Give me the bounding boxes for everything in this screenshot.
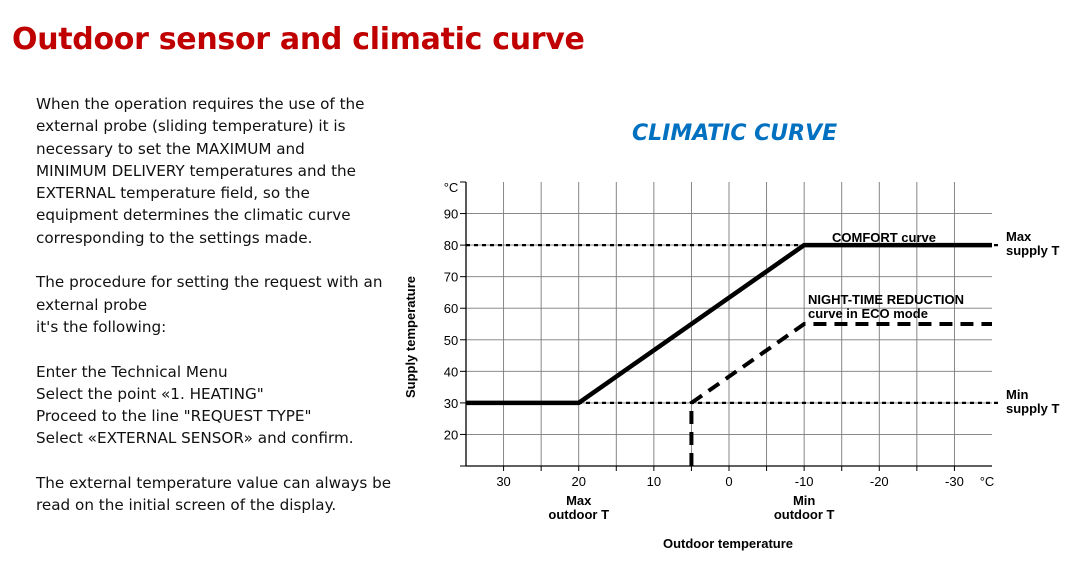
text-line: external probe (sliding temperature) it … [36,117,346,136]
text-line: equipment determines the climatic curve [36,206,351,225]
x-tick-label: 20 [571,474,585,489]
text-line: external probe [36,295,148,314]
text-line: Select «EXTERNAL SENSOR» and confirm. [36,429,354,448]
text-line: corresponding to the settings made. [36,228,313,247]
text-line: Enter the Technical Menu [36,362,228,381]
y-tick-label: 40 [444,364,458,379]
text-line: When the operation requires the use of t… [36,95,365,113]
paragraph-procedure: The procedure for setting the request wi… [36,271,406,338]
y-axis-title: Supply temperature [403,276,418,398]
x-tick-label: 10 [647,474,661,489]
eco-curve-label: NIGHT-TIME REDUCTION [808,292,964,307]
text-line: The procedure for setting the request wi… [36,273,383,292]
y-tick-label: 20 [444,427,458,442]
reference-label: Min [1006,387,1028,402]
x-axis-title: Outdoor temperature [663,536,793,551]
x-tick-label: -10 [795,474,814,489]
chart-title: CLIMATIC CURVE [632,121,838,146]
y-tick-label: 30 [444,396,458,411]
text-line: The external temperature value can alway… [36,474,392,493]
eco-curve-label: curve in ECO mode [808,306,928,321]
x-tick-sublabel: outdoor T [548,507,609,522]
x-tick-label: -30 [945,474,964,489]
text-line: read on the initial screen of the displa… [36,496,337,515]
y-tick-label: 90 [444,207,458,222]
y-tick-label: 70 [444,270,458,285]
paragraph-intro: When the operation requires the use of t… [36,93,406,249]
reference-label: Max [1006,229,1032,244]
slide-title: Outdoor sensor and climatic curve [12,22,585,57]
text-line: Proceed to the line "REQUEST TYPE" [36,407,312,426]
instructions-text: When the operation requires the use of t… [36,93,406,539]
text-line: it's the following: [36,317,167,336]
paragraph-display-note: The external temperature value can alway… [36,472,406,517]
comfort-curve-line [466,242,992,406]
reference-label: supply T [1006,243,1060,258]
text-line: necessary to set the MAXIMUM and [36,139,305,158]
text-line: Select the point «1. HEATING" [36,384,264,403]
x-tick-sublabel: Max [566,493,592,508]
x-unit-label: °C [980,474,995,489]
x-tick-sublabel: outdoor T [774,507,835,522]
y-unit-label: °C [444,180,459,195]
x-tick-sublabel: Min [793,493,815,508]
y-tick-label: 50 [444,333,458,348]
x-tick-label: 0 [725,474,732,489]
x-tick-label: -20 [870,474,889,489]
x-tick-label: 30 [496,474,510,489]
reference-label: supply T [1006,401,1060,416]
comfort-curve-label: COMFORT curve [832,230,936,245]
eco-curve-line [689,322,992,466]
y-tick-label: 60 [444,301,458,316]
paragraph-steps: Enter the Technical Menu Select the poin… [36,361,406,450]
y-tick-label: 80 [444,238,458,253]
text-line: EXTERNAL temperature field, so the [36,184,310,203]
text-line: MINIMUM DELIVERY temperatures and the [36,161,357,180]
